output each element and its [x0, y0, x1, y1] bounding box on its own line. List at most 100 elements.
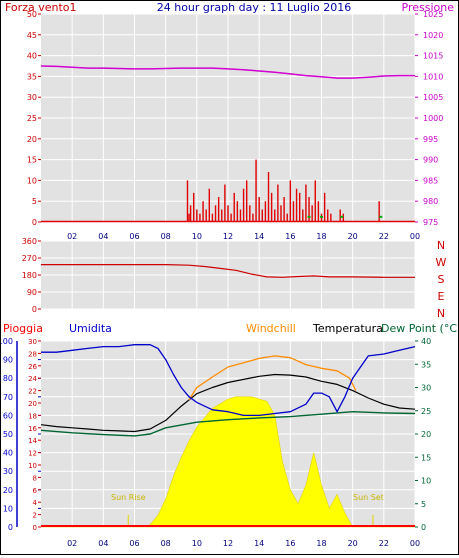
gust-marker	[340, 215, 344, 218]
wind-bar	[224, 184, 226, 222]
wind-bar	[264, 201, 267, 222]
wind-axis-label: 10	[27, 176, 37, 185]
pressure-axis-label: 1010	[423, 72, 443, 81]
pressure-axis-label: 975	[423, 218, 438, 227]
dewpoint-axis-label: 0	[421, 523, 426, 532]
wind-bar	[249, 205, 251, 222]
dewpoint-axis-label: 10	[421, 477, 431, 486]
wind-bar	[214, 205, 217, 222]
x-tick-label: 02	[67, 539, 77, 548]
wind-bar	[317, 201, 320, 222]
humidity-axis-label: 40	[3, 449, 13, 458]
direction-axis-label: 90	[27, 288, 37, 297]
wind-bar	[236, 201, 239, 222]
wind-axis-label: 45	[27, 31, 37, 40]
x-tick-label: 04	[98, 232, 108, 241]
wind-bar	[252, 213, 254, 222]
wind-bar	[378, 201, 380, 222]
temp-axis-label: 10	[28, 462, 37, 470]
wind-bar	[323, 192, 326, 222]
wind-bar	[233, 192, 235, 222]
wind-bar	[327, 209, 329, 222]
legend-windchill: Windchill	[246, 322, 296, 335]
pressure-axis-label: 1000	[423, 114, 443, 123]
temp-axis-label: 14	[28, 437, 37, 445]
direction-axis-label: 360	[22, 237, 37, 246]
pressure-line	[40, 65, 415, 79]
temp-axis-label: 20	[28, 400, 37, 408]
dewpoint-line	[40, 411, 416, 437]
x-tick-label: 14	[254, 232, 264, 241]
direction-axis-label: 180	[22, 271, 37, 280]
x-tick-label: 14	[254, 539, 264, 548]
wind-bar	[255, 159, 257, 222]
direction-axis-label: 270	[22, 254, 37, 263]
compass-e: E	[438, 290, 445, 303]
wind-bar	[230, 213, 232, 222]
wind-axis-label: 0	[32, 218, 37, 227]
windchill-line	[188, 355, 357, 401]
compass-s: S	[438, 273, 445, 286]
humidity-axis-label: 90	[3, 356, 13, 365]
wind-bar	[188, 213, 190, 222]
wind-bar	[208, 188, 210, 222]
wind-bar	[193, 192, 195, 222]
solar-area	[41, 396, 415, 528]
temp-axis-label: 26	[28, 363, 37, 371]
wind-bar	[330, 213, 332, 222]
wind-axis-label: 35	[27, 72, 37, 81]
wind-bar	[295, 188, 298, 222]
pressure-axis-label: 985	[423, 176, 438, 185]
wind-bar	[227, 205, 229, 222]
wind-bar	[286, 213, 288, 222]
dewpoint-axis-label: 5	[421, 500, 426, 509]
gust-marker	[307, 215, 311, 218]
wind-bar	[239, 209, 242, 222]
pressure-axis-label: 980	[423, 197, 438, 206]
wind-bar	[217, 197, 220, 222]
wind-bar	[270, 192, 273, 222]
gust-marker	[379, 215, 383, 218]
x-tick-label: 18	[316, 539, 326, 548]
wind-bar	[314, 180, 316, 222]
temp-axis-label: 22	[28, 388, 37, 396]
temp-axis-label: 4	[33, 499, 38, 507]
wind-axis-label: 20	[27, 135, 37, 144]
temp-axis-label: 2	[33, 512, 37, 520]
pressure-axis-label: 1005	[423, 93, 443, 102]
x-tick-label: 06	[129, 232, 139, 241]
wind-bar	[205, 209, 207, 222]
dewpoint-axis-label: 20	[421, 430, 431, 439]
x-tick-label: 22	[379, 232, 389, 241]
compass-n-bottom: N	[437, 307, 445, 320]
x-tick-label: 10	[192, 232, 202, 241]
x-tick-label: 16	[285, 232, 295, 241]
temp-axis-label: 8	[33, 474, 37, 482]
dewpoint-axis-label: 30	[421, 384, 431, 393]
wind-bar	[246, 180, 248, 222]
wind-bar	[258, 197, 260, 222]
x-tick-label: 00	[410, 232, 420, 241]
compass-w: W	[436, 256, 447, 269]
wind-bar	[283, 197, 285, 222]
legend-umidita: Umidita	[69, 322, 112, 335]
legend-temperatura: Temperatura	[312, 322, 383, 335]
dewpoint-axis-label: 15	[421, 453, 431, 462]
temp-axis-label: 16	[28, 425, 37, 433]
sun-rise-label: Sun Rise	[111, 493, 146, 502]
dewpoint-axis-label: 25	[421, 407, 431, 416]
wind-bar	[311, 205, 313, 222]
humidity-axis-label: 100	[1, 337, 13, 346]
chart-dynamic-layer: 0510152025303540455097598098599099510001…	[0, 10, 443, 548]
wind-bar	[267, 172, 270, 222]
wind-bar	[242, 188, 245, 222]
gust-marker	[320, 215, 323, 218]
x-tick-label: 04	[98, 539, 108, 548]
wind-direction-line	[41, 264, 415, 278]
x-tick-label: 18	[316, 232, 326, 241]
wind-bar	[202, 201, 204, 222]
x-tick-label: 20	[348, 232, 358, 241]
temp-axis-label: 28	[28, 350, 37, 358]
temp-axis-label: 12	[28, 450, 37, 458]
wind-bar	[196, 209, 198, 222]
